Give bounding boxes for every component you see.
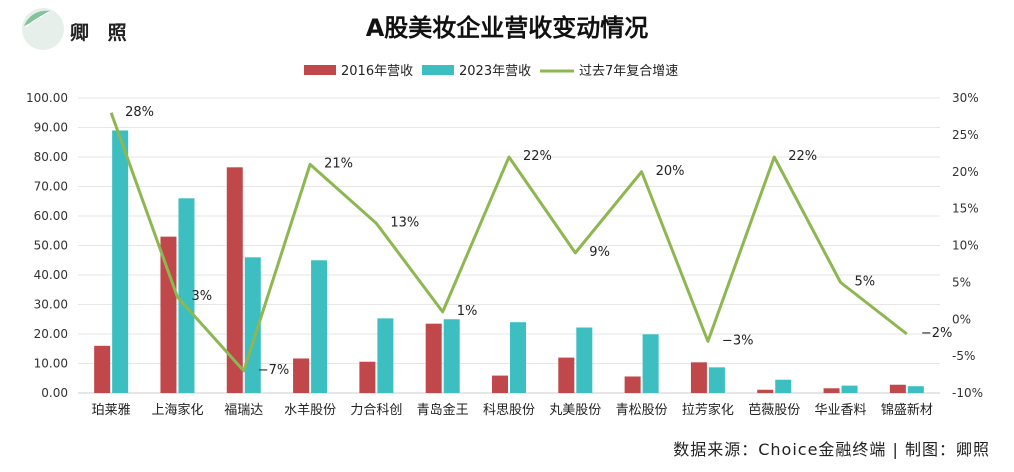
category-label: 上海家化	[151, 402, 203, 418]
bar-2023	[377, 318, 394, 393]
category-label: 青松股份	[616, 403, 668, 418]
category-label: 福瑞达	[224, 403, 263, 418]
y-right-tick-label: -10%	[952, 386, 983, 400]
y-left-tick-label: 10.00	[34, 357, 68, 371]
category-label: 力合科创	[350, 403, 402, 418]
bar-2016	[492, 375, 508, 393]
growth-data-label: 21%	[324, 156, 353, 171]
y-left-tick-label: 90.00	[34, 121, 68, 135]
legend-label-growth: 过去7年复合增速	[579, 64, 678, 79]
bar-2023	[178, 198, 195, 393]
y-right-tick-label: 10%	[952, 239, 979, 253]
y-right-tick-label: 20%	[952, 165, 979, 179]
y-left-tick-label: 20.00	[34, 327, 68, 341]
bar-2023	[576, 327, 593, 393]
y-left-tick-label: 40.00	[34, 268, 68, 282]
growth-data-label: 1%	[457, 304, 478, 319]
leaf-icon	[24, 10, 50, 28]
bar-2023	[510, 322, 526, 393]
bar-2016	[226, 167, 243, 393]
growth-data-label: 3%	[191, 289, 212, 304]
bar-2023	[907, 386, 924, 393]
logo	[22, 8, 64, 50]
y-left-tick-label: 80.00	[34, 150, 68, 164]
bar-2016	[94, 345, 111, 393]
bar-2023	[112, 130, 129, 393]
source-note: 数据来源：Choice金融终端 | 制图：卿照	[673, 440, 990, 459]
y-left-tick-label: 70.00	[34, 180, 68, 194]
bar-2016	[293, 358, 310, 393]
bar-2016	[823, 388, 840, 393]
bar-2023	[642, 334, 659, 393]
y-left-tick-label: 0.00	[41, 386, 68, 400]
brand-name: 卿 照	[70, 22, 133, 44]
bar-2023	[841, 385, 858, 393]
growth-data-label: 22%	[788, 149, 817, 164]
legend-label-2016: 2016年营收	[341, 64, 413, 79]
category-label: 芭薇股份	[748, 403, 800, 418]
legend-swatch-2016	[304, 65, 336, 75]
growth-line	[109, 112, 908, 373]
bar-2023	[311, 260, 328, 393]
bar-2023	[775, 379, 792, 393]
bar-2023	[443, 319, 460, 393]
category-label: 青岛金王	[417, 402, 469, 418]
bar-2016	[757, 389, 774, 393]
growth-data-label: 13%	[390, 215, 419, 230]
growth-data-label: −7%	[258, 363, 290, 378]
chart-title: A股美妆企业营收变动情况	[365, 14, 649, 42]
y-right-tick-label: 25%	[952, 128, 979, 142]
category-label: 锦盛新材	[881, 402, 933, 418]
category-label: 水羊股份	[284, 402, 336, 418]
bar-2016	[558, 357, 575, 393]
growth-data-label: 22%	[523, 149, 552, 164]
bar-2016	[624, 376, 641, 393]
category-label: 科思股份	[483, 403, 535, 418]
legend-label-2023: 2023年营收	[459, 64, 531, 79]
bar-2016	[425, 323, 442, 393]
y-left-tick-label: 100.00	[26, 91, 68, 105]
bar-2023	[708, 367, 725, 393]
y-right-tick-label: 15%	[952, 202, 979, 216]
bar-2016	[690, 362, 707, 393]
y-right-tick-label: -5%	[952, 349, 975, 363]
y-left-tick-label: 60.00	[34, 209, 68, 223]
legend-swatch-2023	[422, 65, 454, 75]
y-right-tick-label: 0%	[952, 312, 971, 326]
y-left-tick-label: 50.00	[34, 239, 68, 253]
growth-data-label: 28%	[125, 105, 154, 120]
category-label: 丸美股份	[549, 403, 601, 418]
growth-data-label: −3%	[722, 333, 754, 348]
category-label: 拉芳家化	[682, 402, 734, 418]
growth-data-label: 9%	[589, 245, 610, 260]
y-left-tick-label: 30.00	[34, 298, 68, 312]
growth-data-label: −2%	[921, 326, 953, 341]
category-label: 华业香料	[815, 403, 867, 418]
bar-2016	[889, 384, 906, 393]
y-right-tick-label: 30%	[952, 91, 979, 105]
category-label: 珀莱雅	[92, 403, 131, 418]
bar-2016	[160, 236, 177, 393]
bar-2016	[359, 361, 376, 393]
growth-data-label: 5%	[855, 274, 876, 289]
y-right-tick-label: 5%	[952, 275, 971, 289]
growth-data-label: 20%	[656, 164, 685, 179]
